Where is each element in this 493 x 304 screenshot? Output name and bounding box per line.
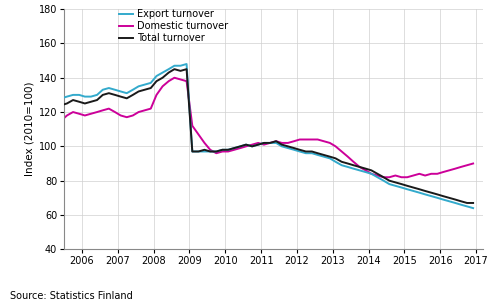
Domestic turnover (339, 150, 345, 153)
Domestic turnover (470, 162, 476, 165)
Legend: Export turnover, Domestic turnover, Total turnover: Export turnover, Domestic turnover, Tota… (118, 9, 228, 43)
Export turnover (148, 81, 154, 85)
Export turnover (46, 100, 52, 104)
Domestic turnover (172, 76, 177, 80)
Line: Export turnover: Export turnover (49, 64, 473, 208)
Export turnover (339, 164, 345, 167)
Total turnover (321, 153, 327, 157)
Total turnover (172, 67, 177, 71)
Total turnover (106, 92, 112, 95)
Export turnover (291, 148, 297, 152)
Export turnover (321, 155, 327, 158)
Domestic turnover (106, 107, 112, 110)
Domestic turnover (321, 140, 327, 143)
Domestic turnover (446, 168, 452, 172)
Line: Domestic turnover: Domestic turnover (49, 78, 473, 177)
Domestic turnover (46, 126, 52, 129)
Domestic turnover (195, 133, 201, 136)
Total turnover (195, 150, 201, 153)
Export turnover (106, 86, 112, 90)
Total turnover (464, 201, 470, 205)
Export turnover (470, 206, 476, 210)
Export turnover (195, 150, 201, 153)
Line: Total turnover: Total turnover (49, 69, 473, 203)
Total turnover (46, 107, 52, 110)
Y-axis label: Index (2010=100): Index (2010=100) (25, 82, 35, 176)
Export turnover (183, 62, 189, 66)
Total turnover (470, 201, 476, 205)
Total turnover (291, 146, 297, 150)
Domestic turnover (291, 140, 297, 143)
Domestic turnover (381, 175, 387, 179)
Total turnover (440, 194, 446, 198)
Total turnover (339, 160, 345, 164)
Text: Source: Statistics Finland: Source: Statistics Finland (10, 291, 133, 301)
